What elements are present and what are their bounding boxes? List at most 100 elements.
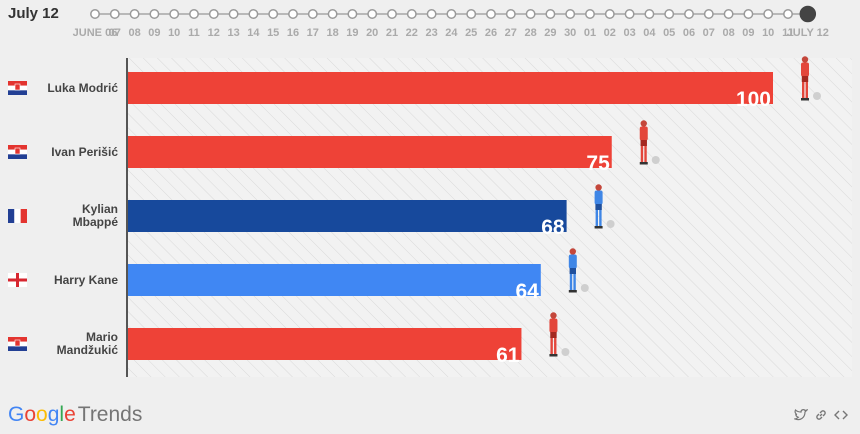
timeline-dot[interactable] [169, 9, 180, 19]
logo-letter: o [36, 403, 48, 426]
timeline-dot[interactable] [248, 9, 259, 19]
timeline-label[interactable]: 11 [188, 27, 200, 39]
timeline-label[interactable]: 07 [703, 27, 715, 39]
timeline-dot[interactable] [327, 9, 338, 19]
timeline-dot[interactable] [644, 9, 655, 19]
category-label: Harry Kane [54, 273, 118, 287]
timeline-dot[interactable] [703, 9, 714, 19]
timeline-label[interactable]: JUNE 06 [73, 27, 118, 39]
timeline-dot[interactable] [585, 9, 595, 19]
timeline-dot[interactable] [109, 9, 120, 19]
timeline-label[interactable]: 26 [485, 27, 497, 39]
category-label: Luka Modrić [47, 81, 118, 95]
timeline-label[interactable]: 13 [227, 27, 239, 39]
timeline-dot[interactable] [565, 9, 576, 19]
logo-letter: g [47, 403, 60, 426]
logo-letter: o [24, 403, 37, 426]
timeline-label[interactable]: 23 [425, 27, 437, 39]
timeline-label[interactable]: JULY 12 [787, 27, 829, 39]
timeline-dot[interactable] [604, 9, 615, 19]
bar[interactable] [128, 264, 541, 296]
timeline-label[interactable]: 19 [346, 27, 358, 39]
timeline-label[interactable]: 09 [742, 27, 754, 39]
timeline-label[interactable]: 17 [307, 27, 319, 39]
timeline-dot[interactable] [129, 9, 140, 19]
bar[interactable] [128, 328, 522, 360]
timeline-label[interactable]: 01 [584, 27, 596, 39]
timeline-dot[interactable] [367, 9, 378, 19]
value-label: 64 [515, 280, 539, 303]
croatia-flag-icon [8, 81, 27, 95]
timeline-label[interactable]: 15 [267, 27, 279, 39]
timeline-dot[interactable] [288, 9, 298, 19]
timeline-dot[interactable] [387, 9, 397, 19]
timeline-dot[interactable] [723, 9, 734, 19]
timeline-label[interactable]: 21 [386, 27, 398, 39]
timeline-dot[interactable] [505, 9, 516, 19]
timeline-label[interactable]: 10 [762, 27, 774, 39]
timeline-label[interactable]: 07 [109, 27, 121, 39]
timeline-label[interactable]: 06 [683, 27, 695, 39]
timeline-dot[interactable] [525, 9, 536, 19]
timeline-dot[interactable] [684, 9, 694, 19]
value-label: 61 [496, 344, 520, 367]
ball-icon [580, 284, 589, 292]
twitter-icon[interactable] [792, 408, 809, 422]
timeline-label[interactable]: 03 [623, 27, 635, 39]
google-trends-logo[interactable]: GoogleTrends [8, 403, 142, 427]
timeline-dot[interactable] [228, 9, 239, 19]
timeline-label[interactable]: 24 [445, 27, 458, 39]
bar[interactable] [128, 72, 773, 104]
timeline-dot[interactable] [189, 9, 199, 19]
timeline-dot[interactable] [149, 9, 160, 19]
timeline-dot[interactable] [406, 9, 417, 19]
timeline-label[interactable]: 14 [247, 27, 260, 39]
timeline-dot[interactable] [783, 9, 793, 19]
timeline-label[interactable]: 27 [505, 27, 517, 39]
timeline-dot[interactable] [545, 9, 556, 19]
timeline-dot-current[interactable] [799, 5, 817, 23]
timeline-label[interactable]: 11 [782, 27, 794, 39]
timeline-dot[interactable] [466, 9, 477, 19]
timeline-dot[interactable] [743, 9, 754, 19]
timeline-label[interactable]: 09 [148, 27, 160, 39]
timeline-label[interactable]: 30 [564, 27, 576, 39]
timeline-label[interactable]: 12 [208, 27, 220, 39]
ball-icon [651, 156, 660, 164]
embed-icon[interactable] [834, 408, 848, 422]
timeline-dot[interactable] [664, 9, 675, 19]
timeline-dot[interactable] [486, 9, 496, 19]
timeline-label[interactable]: 04 [643, 27, 656, 39]
timeline-label[interactable]: 18 [326, 27, 338, 39]
timeline-label[interactable]: 05 [663, 27, 675, 39]
timeline-label[interactable]: 10 [168, 27, 180, 39]
timeline-dot[interactable] [446, 9, 457, 19]
timeline-label[interactable]: 25 [465, 27, 477, 39]
link-icon[interactable] [814, 408, 828, 422]
timeline-dot[interactable] [347, 9, 358, 19]
player-figure-icon [639, 120, 648, 165]
timeline-dot[interactable] [763, 9, 774, 19]
ball-icon [561, 348, 570, 356]
bar[interactable] [128, 200, 567, 232]
timeline-label[interactable]: 16 [287, 27, 299, 39]
logo-letter: e [64, 403, 76, 426]
bar[interactable] [128, 136, 612, 168]
timeline-dot[interactable] [90, 9, 100, 19]
timeline-label[interactable]: 20 [366, 27, 378, 39]
timeline-dot[interactable] [307, 9, 318, 19]
timeline-label[interactable]: 02 [604, 27, 616, 39]
timeline-dot[interactable] [268, 9, 279, 19]
timeline-label[interactable]: 22 [406, 27, 418, 39]
timeline-label[interactable]: 29 [544, 27, 556, 39]
timeline-dot[interactable] [624, 9, 635, 19]
timeline-dot[interactable] [208, 9, 219, 19]
timeline-label[interactable]: 28 [524, 27, 536, 39]
timeline-dot[interactable] [426, 9, 437, 19]
category-label: Kylian Mbappé [73, 202, 119, 229]
category-label: Ivan Perišić [51, 145, 118, 159]
timeline-label[interactable]: 08 [128, 27, 140, 39]
timeline-label[interactable]: 08 [722, 27, 734, 39]
value-label: 75 [586, 152, 610, 175]
